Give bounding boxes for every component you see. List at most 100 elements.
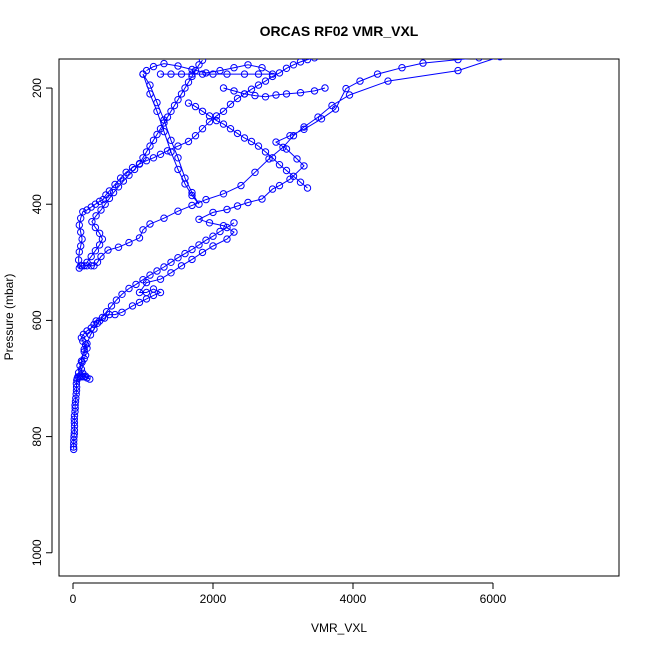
- data-point: [223, 205, 231, 214]
- data-point: [139, 226, 147, 234]
- data-point: [268, 72, 277, 81]
- data-point: [79, 369, 87, 377]
- data-point: [130, 165, 139, 174]
- data-point: [226, 125, 235, 133]
- x-tick-label: 2000: [200, 592, 227, 606]
- data-point: [105, 194, 114, 203]
- data-point: [237, 181, 245, 190]
- data-point: [419, 59, 427, 67]
- data-point: [184, 99, 193, 107]
- data-point: [95, 241, 104, 249]
- data-point: [70, 445, 78, 454]
- series-4: [142, 59, 277, 78]
- data-point: [342, 84, 350, 93]
- series-line: [223, 87, 326, 98]
- data-point: [219, 190, 228, 198]
- data-point: [97, 252, 105, 261]
- data-point: [184, 137, 193, 146]
- data-point: [216, 227, 224, 236]
- x-tick-label: 6000: [480, 592, 507, 606]
- data-point: [160, 127, 168, 136]
- data-point: [167, 258, 175, 266]
- data-point: [160, 263, 168, 271]
- data-point: [454, 59, 462, 64]
- data-point: [135, 234, 144, 242]
- data-point: [70, 439, 78, 448]
- series-1: [73, 219, 238, 383]
- data-point: [240, 134, 249, 142]
- data-point: [254, 142, 263, 150]
- data-point: [184, 78, 193, 86]
- data-point: [188, 255, 196, 264]
- series-line: [142, 73, 200, 205]
- x-tick-label: 4000: [340, 592, 367, 606]
- data-point: [93, 319, 102, 327]
- data-point: [202, 69, 210, 77]
- data-point: [261, 148, 270, 156]
- data-point: [275, 181, 284, 190]
- data-point: [125, 284, 133, 293]
- data-point: [310, 87, 319, 95]
- data-point: [177, 90, 186, 98]
- data-point: [146, 220, 154, 228]
- data-point: [69, 443, 78, 451]
- data-point: [230, 228, 238, 236]
- data-point: [174, 254, 182, 262]
- data-point: [311, 59, 318, 62]
- data-point: [86, 331, 95, 339]
- data-point: [167, 107, 175, 116]
- data-point: [454, 66, 462, 75]
- data-point: [188, 201, 196, 210]
- data-point: [191, 132, 200, 140]
- data-point: [146, 271, 154, 279]
- data-point: [303, 184, 312, 192]
- data-point: [79, 208, 87, 216]
- data-point: [254, 70, 263, 78]
- data-point: [209, 232, 217, 240]
- data-point: [244, 61, 252, 69]
- data-point: [254, 81, 263, 89]
- data-point: [261, 93, 270, 101]
- y-tick-label: 200: [30, 78, 44, 98]
- data-point: [170, 101, 179, 110]
- data-point: [289, 132, 298, 140]
- data-point: [118, 308, 126, 316]
- data-point: [181, 180, 189, 188]
- data-point: [209, 242, 217, 250]
- data-point: [230, 64, 238, 72]
- y-tick-label: 400: [30, 194, 44, 214]
- data-point: [216, 66, 224, 75]
- data-point: [153, 98, 161, 107]
- data-point: [230, 87, 238, 95]
- data-point: [275, 161, 284, 169]
- data-point: [135, 298, 144, 307]
- series-3: [139, 70, 203, 208]
- data-point: [135, 288, 144, 297]
- data-point: [219, 84, 228, 92]
- data-point: [282, 90, 291, 98]
- data-point: [153, 107, 161, 116]
- data-point: [181, 249, 189, 258]
- data-point: [219, 120, 228, 128]
- data-point: [98, 235, 107, 243]
- y-tick-label: 1000: [30, 539, 44, 566]
- data-point: [202, 236, 210, 244]
- data-point: [149, 62, 158, 71]
- data-point: [142, 148, 151, 156]
- data-point: [497, 59, 503, 61]
- series-0: [69, 59, 503, 454]
- data-point: [188, 72, 196, 81]
- data-point: [191, 102, 200, 111]
- data-point: [114, 183, 123, 191]
- data-point: [70, 418, 79, 427]
- data-point: [101, 200, 109, 208]
- data-point: [92, 212, 100, 220]
- data-point: [75, 264, 84, 272]
- data-point: [174, 207, 182, 215]
- data-point: [112, 296, 121, 304]
- data-point: [226, 100, 235, 109]
- data-point: [149, 136, 158, 145]
- data-point: [195, 241, 203, 249]
- data-point: [132, 280, 140, 289]
